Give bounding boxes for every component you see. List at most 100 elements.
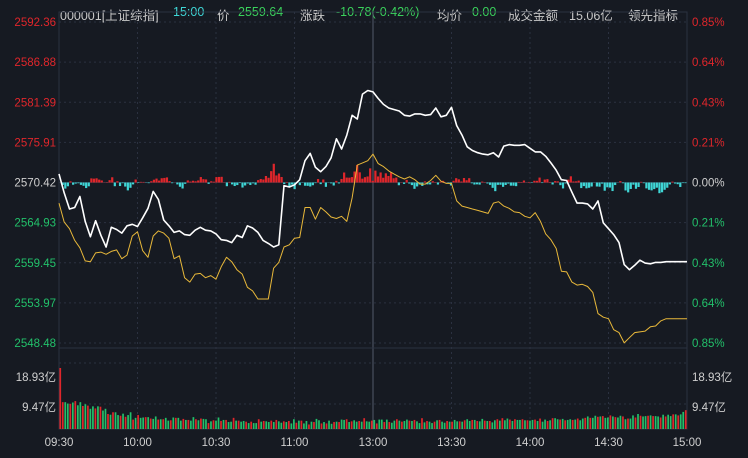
volume-bar [609, 415, 612, 429]
volume-bar [539, 418, 541, 429]
x-tick: 10:00 [123, 437, 152, 449]
diff-bar [658, 182, 661, 194]
diff-bar [369, 168, 372, 183]
diff-bar [509, 182, 513, 186]
diff-bar [507, 182, 510, 184]
diff-bar [496, 182, 499, 185]
volume-bar [589, 417, 592, 429]
x-tick: 13:00 [359, 437, 388, 449]
volume-bar [298, 420, 300, 429]
volume-bar [569, 419, 572, 429]
volume-bar [559, 419, 561, 429]
diff-bar [160, 178, 163, 183]
volume-bar [308, 424, 310, 429]
diff-bar [217, 176, 221, 183]
y-left-tick: 2564.93 [14, 218, 56, 230]
diff-bar [215, 177, 218, 183]
volume-bar [195, 419, 197, 429]
volume-bar [511, 420, 514, 429]
volume-bar [345, 419, 348, 429]
volume-bar [197, 420, 200, 429]
volume-bar [448, 421, 451, 429]
diff-bar [645, 182, 648, 189]
volume-bar [657, 416, 659, 429]
diff-bar [676, 182, 679, 185]
volume-bar [102, 410, 104, 429]
diff-bar [168, 181, 171, 183]
volume-bar [87, 405, 89, 429]
diff-bar [111, 177, 114, 183]
diff-bar [85, 182, 88, 189]
volume-bar [458, 421, 461, 429]
diff-bar [663, 182, 666, 190]
diff-bar [455, 178, 458, 183]
diff-bar [163, 177, 166, 183]
volume-bar [654, 416, 657, 429]
y-right-tick: 0.21% [692, 137, 725, 149]
diff-bar [316, 179, 320, 183]
volume-bar [109, 414, 112, 429]
volume-bar [205, 419, 207, 429]
y-left-tick: 2548.48 [14, 338, 56, 350]
volume-bar [662, 414, 664, 429]
volume-bar [624, 419, 627, 429]
volume-bar [187, 419, 190, 429]
volume-bar [476, 420, 479, 429]
volume-bar [287, 420, 290, 429]
volume-bar [267, 422, 270, 429]
diff-bar [449, 182, 453, 186]
diff-bar [548, 181, 552, 183]
volume-bar [127, 415, 129, 429]
diff-bar [74, 182, 77, 184]
volume-bar [541, 421, 544, 429]
volume-bar [360, 421, 363, 429]
volume-bar [390, 422, 393, 429]
diff-bar [254, 182, 257, 185]
volume-bar [413, 419, 416, 429]
diff-bar [79, 182, 83, 185]
volume-bar [358, 420, 361, 429]
diff-bar [595, 182, 599, 187]
volume-bar [388, 422, 391, 429]
volume-bar [235, 420, 237, 429]
volume-bar [438, 419, 441, 429]
y-left-tick: 2553.97 [14, 298, 56, 310]
diff-bar [324, 182, 327, 187]
volume-bar [463, 420, 466, 429]
volume-bar [461, 421, 464, 429]
volume-bar [220, 420, 222, 429]
volume-bar [185, 419, 187, 429]
diff-bar [306, 182, 309, 186]
volume-bar [232, 417, 235, 429]
volume-bar [79, 402, 82, 429]
diff-bar [629, 182, 632, 189]
chart-grid [58, 11, 688, 430]
diff-bar [142, 181, 145, 183]
diff-bar [244, 182, 247, 186]
diff-bar [116, 181, 119, 183]
diff-bar [69, 181, 72, 183]
diff-bar [533, 180, 536, 183]
volume-bar [468, 420, 471, 429]
volume-bar [174, 417, 177, 429]
volume-bar [64, 402, 67, 429]
diff-bar [634, 182, 638, 189]
diff-bar [642, 182, 645, 184]
volume-bar [250, 421, 253, 429]
x-tick: 09:30 [45, 437, 74, 449]
volume-bar [418, 423, 421, 429]
diff-bar [436, 182, 440, 185]
volume-bar [571, 419, 574, 429]
volume-bar [401, 421, 403, 429]
diff-bar [332, 182, 335, 186]
volume-bar [152, 418, 155, 429]
volume-bar [353, 420, 356, 429]
volume-bar [385, 419, 388, 429]
diff-bar [270, 171, 273, 183]
diff-bar [478, 182, 481, 185]
diff-bar [212, 181, 215, 183]
volume-bar [451, 421, 453, 429]
diff-bar [515, 182, 518, 187]
volume-bar [488, 420, 491, 429]
